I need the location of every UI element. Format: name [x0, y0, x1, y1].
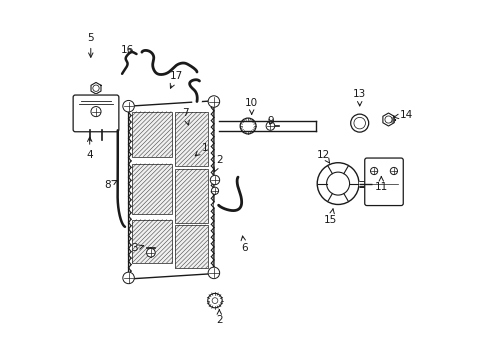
Polygon shape	[382, 113, 393, 126]
Circle shape	[122, 100, 134, 112]
Circle shape	[210, 175, 219, 185]
Bar	[175, 169, 207, 223]
Text: 17: 17	[169, 71, 183, 88]
Text: 2: 2	[216, 310, 222, 325]
Text: 4: 4	[86, 137, 93, 160]
Text: 2: 2	[214, 155, 222, 172]
Circle shape	[208, 96, 219, 107]
Circle shape	[91, 107, 101, 117]
Text: 13: 13	[352, 89, 366, 106]
Bar	[132, 112, 172, 157]
Text: 8: 8	[104, 180, 117, 190]
Bar	[175, 225, 207, 268]
Text: 14: 14	[393, 110, 412, 120]
Circle shape	[207, 293, 222, 308]
Text: 5: 5	[87, 33, 94, 57]
Polygon shape	[128, 101, 213, 279]
Circle shape	[384, 116, 391, 123]
Circle shape	[211, 187, 218, 194]
Circle shape	[370, 167, 377, 175]
Polygon shape	[91, 82, 101, 94]
Circle shape	[212, 298, 218, 303]
Circle shape	[208, 267, 219, 279]
Circle shape	[317, 163, 358, 204]
Text: 10: 10	[244, 98, 258, 114]
Bar	[175, 112, 207, 166]
Text: 9: 9	[267, 116, 274, 126]
Text: 6: 6	[241, 236, 247, 253]
Text: 1: 1	[195, 143, 208, 156]
Text: 3: 3	[131, 243, 143, 253]
Text: 15: 15	[324, 209, 337, 225]
Text: 16: 16	[121, 45, 134, 55]
FancyBboxPatch shape	[73, 95, 119, 132]
Bar	[132, 164, 172, 214]
Circle shape	[389, 167, 397, 175]
FancyBboxPatch shape	[364, 158, 403, 206]
Text: 7: 7	[182, 108, 189, 125]
Circle shape	[122, 272, 134, 284]
Circle shape	[146, 248, 155, 257]
Circle shape	[326, 172, 349, 195]
Circle shape	[93, 85, 99, 91]
Circle shape	[265, 122, 274, 130]
Bar	[132, 220, 172, 263]
Text: 12: 12	[316, 150, 330, 163]
Text: 11: 11	[374, 176, 387, 192]
